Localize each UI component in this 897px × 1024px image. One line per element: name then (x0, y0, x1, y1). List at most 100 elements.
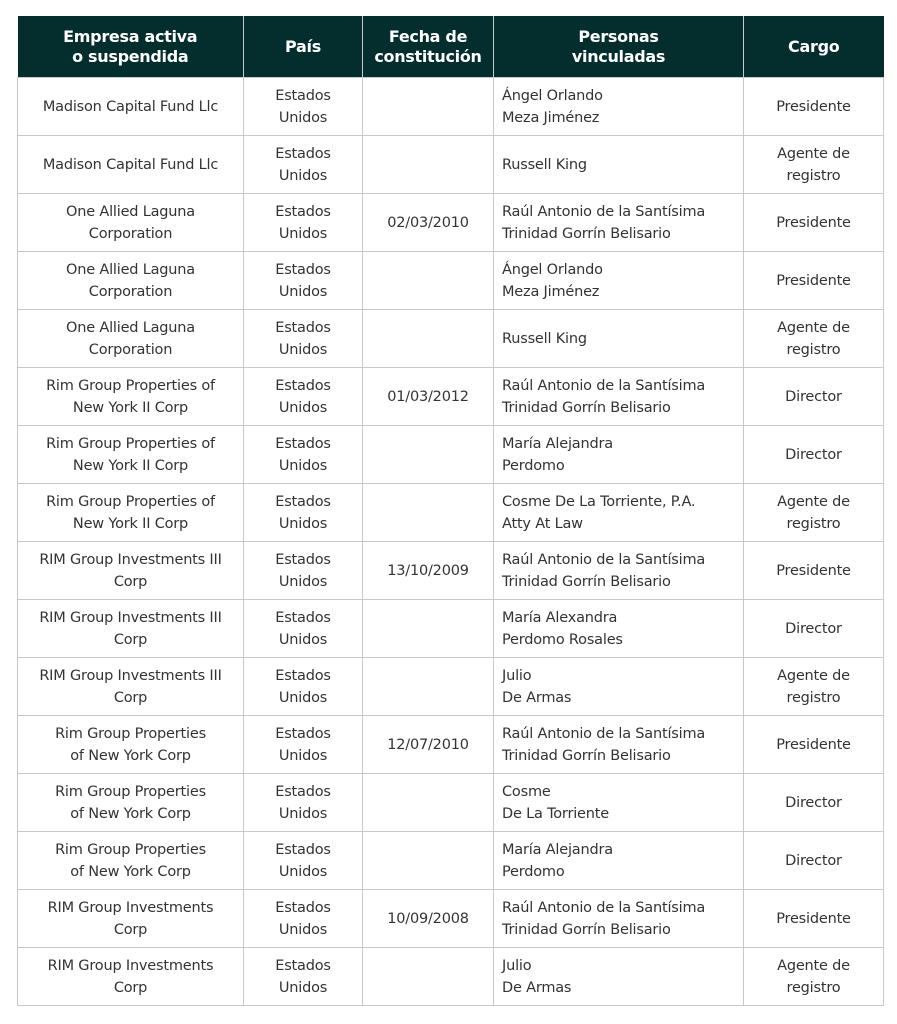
empresa-cell: Madison Capital Fund Llc (17, 135, 244, 194)
persona-cell-line: Trinidad Gorrín Belisario (502, 747, 671, 764)
cargo-cell-line: Director (785, 794, 842, 811)
cargo-cell-line: Presidente (776, 562, 851, 579)
table-row: RIM Group Investments Corp Estados Unidos 10… (17, 889, 884, 948)
pais-cell-line: Unidos (278, 399, 328, 416)
persona-cell: Ángel Orlando Meza Jiménez (493, 251, 744, 310)
empresa-cell: Rim Group Properties of New York Corp (17, 773, 244, 832)
persona-cell-line: De Armas (502, 979, 572, 996)
pais-cell-line: Unidos (278, 225, 328, 242)
pais-cell: Estados Unidos (243, 367, 363, 426)
empresa-cell-line: Rim Group Properties (55, 783, 206, 800)
persona-cell-line: Trinidad Gorrín Belisario (502, 921, 671, 938)
empresa-cell-line: New York II Corp (72, 399, 189, 416)
persona-cell-line: Ángel Orlando (502, 87, 603, 104)
pais-cell: Estados Unidos (243, 599, 363, 658)
cargo-cell: Director (743, 425, 884, 484)
pais-cell-line: Estados (275, 435, 331, 452)
empresa-cell-line: Corp (113, 631, 148, 648)
fecha-cell (362, 773, 494, 832)
pais-cell: Estados Unidos (243, 483, 363, 542)
companies-table: Empresa activa o suspendida País Fecha d… (17, 16, 884, 1006)
cargo-cell: Presidente (743, 193, 884, 252)
cargo-cell: Presidente (743, 77, 884, 136)
empresa-cell-line: Corporation (88, 341, 173, 358)
fecha-cell (362, 251, 494, 310)
cargo-cell: Presidente (743, 541, 884, 600)
persona-cell: Ángel Orlando Meza Jiménez (493, 77, 744, 136)
table-row: Rim Group Properties of New York Corp Esta… (17, 715, 884, 774)
persona-cell-line: Russell King (502, 156, 587, 173)
empresa-cell-line: RIM Group Investments III (39, 551, 222, 568)
persona-cell: Julio De Armas (493, 657, 744, 716)
fecha-cell (362, 77, 494, 136)
empresa-cell-line: of New York Corp (70, 805, 191, 822)
pais-cell-line: Estados (275, 319, 331, 336)
pais-cell-line: Unidos (278, 631, 328, 648)
pais-cell: Estados Unidos (243, 135, 363, 194)
cargo-cell-line: Director (785, 388, 842, 405)
empresa-cell-line: Corp (113, 573, 148, 590)
cargo-cell-line: Agente de (777, 493, 850, 510)
cargo-cell: Presidente (743, 251, 884, 310)
empresa-cell: RIM Group Investments Corp (17, 889, 244, 948)
header-row: Empresa activa o suspendida País Fecha d… (17, 16, 884, 78)
table-row: One Allied Laguna Corporation Estados Unido… (17, 309, 884, 368)
cargo-cell: Director (743, 773, 884, 832)
table-body: Madison Capital Fund Llc Estados Unidos Áng… (17, 77, 884, 1006)
table-row: RIM Group Investments III Corp Estados Unid… (17, 657, 884, 716)
cargo-cell-line: Presidente (776, 272, 851, 289)
persona-cell-line: Russell King (502, 330, 587, 347)
empresa-cell: Rim Group Properties of New York II Corp (17, 483, 244, 542)
empresa-cell-line: of New York Corp (70, 747, 191, 764)
empresa-cell-line: Rim Group Properties (55, 841, 206, 858)
empresa-cell: Madison Capital Fund Llc (17, 77, 244, 136)
cargo-cell-line: Agente de (777, 319, 850, 336)
persona-cell-line: María Alejandra (502, 435, 613, 452)
pais-cell: Estados Unidos (243, 251, 363, 310)
empresa-cell: One Allied Laguna Corporation (17, 251, 244, 310)
persona-cell-line: De La Torriente (502, 805, 609, 822)
persona-cell-line: Raúl Antonio de la Santísima (502, 377, 706, 394)
persona-cell-line: Meza Jiménez (502, 283, 600, 300)
pais-cell: Estados Unidos (243, 889, 363, 948)
fecha-cell (362, 135, 494, 194)
table-row: Rim Group Properties of New York II Corp E… (17, 425, 884, 484)
pais-cell-line: Unidos (278, 921, 328, 938)
empresa-cell: Rim Group Properties of New York II Corp (17, 425, 244, 484)
fecha-cell (362, 483, 494, 542)
cargo-cell-line: registro (786, 341, 841, 358)
cargo-cell-line: Presidente (776, 910, 851, 927)
pais-cell-line: Estados (275, 493, 331, 510)
pais-cell-line: Estados (275, 261, 331, 278)
cargo-cell-line: registro (786, 689, 841, 706)
persona-cell-line: Raúl Antonio de la Santísima (502, 551, 706, 568)
cargo-cell-line: Director (785, 852, 842, 869)
persona-cell-line: Ángel Orlando (502, 261, 603, 278)
persona-cell: María Alexandra Perdomo Rosales (493, 599, 744, 658)
fecha-cell: 01/03/2012 (362, 367, 494, 426)
pais-cell-line: Unidos (278, 863, 328, 880)
cargo-cell-line: Presidente (776, 98, 851, 115)
table-row: Madison Capital Fund Llc Estados Unidos Rus… (17, 135, 884, 194)
pais-cell-line: Estados (275, 841, 331, 858)
table-row: Rim Group Properties of New York II Corp E… (17, 367, 884, 426)
pais-cell-line: Estados (275, 899, 331, 916)
persona-cell-line: Raúl Antonio de la Santísima (502, 899, 706, 916)
persona-cell-line: Atty At Law (502, 515, 583, 532)
header-cargo: Cargo (743, 16, 884, 78)
pais-cell-line: Estados (275, 203, 331, 220)
persona-cell-line: Perdomo (502, 863, 565, 880)
pais-cell: Estados Unidos (243, 715, 363, 774)
persona-cell: Cosme De La Torriente, P.A. Atty At Law (493, 483, 744, 542)
empresa-cell: RIM Group Investments III Corp (17, 657, 244, 716)
persona-cell-line: Julio (502, 957, 532, 974)
persona-cell-line: Cosme De La Torriente, P.A. (502, 493, 696, 510)
persona-cell-line: Raúl Antonio de la Santísima (502, 725, 706, 742)
table-row: One Allied Laguna Corporation Estados Unido… (17, 251, 884, 310)
persona-cell-line: María Alexandra (502, 609, 618, 626)
empresa-cell: RIM Group Investments Corp (17, 947, 244, 1006)
persona-cell: Raúl Antonio de la Santísima Trinidad Gor… (493, 715, 744, 774)
pais-cell-line: Estados (275, 609, 331, 626)
empresa-cell-line: of New York Corp (70, 863, 191, 880)
pais-cell-line: Unidos (278, 109, 328, 126)
